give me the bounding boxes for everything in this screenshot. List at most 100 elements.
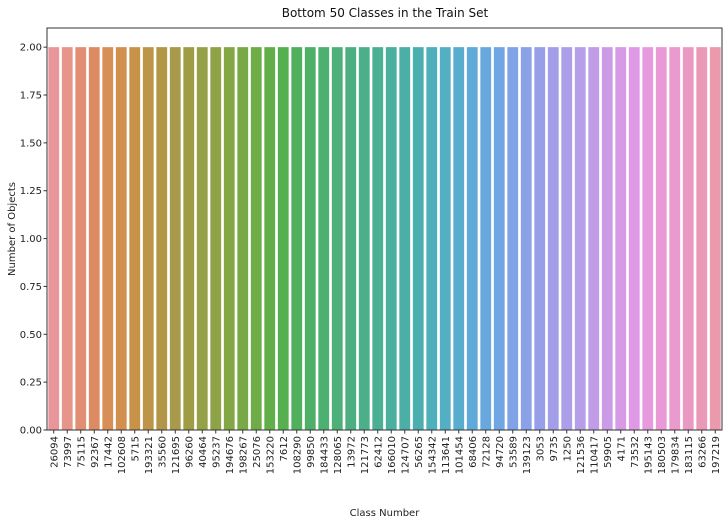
- x-tick-label: 113641: [441, 436, 452, 474]
- x-tick-label: 121695: [171, 436, 182, 474]
- x-tick-label: 40464: [198, 436, 209, 468]
- bar-108290: [291, 47, 303, 430]
- bar-62412: [372, 47, 384, 430]
- plot-frame: [46, 27, 723, 431]
- bar-121536: [574, 47, 586, 430]
- bar-110417: [588, 47, 600, 430]
- x-tick-label: 95237: [211, 436, 222, 468]
- y-tick-label: 0.50: [20, 330, 42, 341]
- bar-198267: [237, 47, 249, 430]
- x-tick-label: 62412: [373, 436, 384, 468]
- x-tick-label: 154342: [427, 436, 438, 474]
- y-tick-label: 0.00: [20, 426, 42, 437]
- bar-7612: [277, 47, 289, 430]
- bar-63266: [696, 47, 708, 430]
- bar-9735: [547, 47, 559, 430]
- x-tick-label: 139123: [522, 436, 533, 474]
- x-tick-label: 153220: [265, 436, 276, 474]
- bar-195143: [642, 47, 654, 430]
- bar-197219: [709, 47, 721, 430]
- chart-title: Bottom 50 Classes in the Train Set: [282, 6, 489, 20]
- x-tick-label: 183115: [684, 436, 695, 474]
- x-tick-label: 193321: [144, 436, 155, 474]
- x-tick-label: 75115: [76, 436, 87, 468]
- x-tick-label: 166010: [387, 436, 398, 474]
- x-tick-label: 121536: [576, 436, 587, 474]
- x-tick-label: 121773: [360, 436, 371, 474]
- y-tick-label: 1.50: [20, 138, 42, 149]
- x-tick-label: 9735: [549, 436, 560, 461]
- bar-1250: [561, 47, 573, 430]
- bar-193321: [142, 47, 154, 430]
- bar-179834: [669, 47, 681, 430]
- bar-183115: [682, 47, 694, 430]
- bar-102608: [115, 47, 127, 430]
- x-tick-label: 184433: [319, 436, 330, 474]
- x-tick-label: 4171: [616, 436, 627, 461]
- y-tick-label: 1.00: [20, 234, 42, 245]
- bar-35560: [156, 47, 168, 430]
- x-tick-label: 7612: [279, 436, 290, 461]
- x-tick-label: 3053: [535, 436, 546, 461]
- bar-72128: [480, 47, 492, 430]
- bar-101454: [453, 47, 465, 430]
- x-tick-label: 13972: [346, 436, 357, 468]
- y-axis-title: Number of Objects: [7, 182, 18, 276]
- bar-194676: [223, 47, 235, 430]
- y-tick-label: 0.75: [20, 282, 42, 293]
- x-tick-label: 96260: [184, 436, 195, 468]
- bar-92367: [88, 47, 100, 430]
- x-tick-label: 1250: [562, 436, 573, 461]
- bar-99850: [304, 47, 316, 430]
- y-tick-label: 1.25: [20, 186, 42, 197]
- x-tick-label: 198267: [238, 436, 249, 474]
- bar-113641: [439, 47, 451, 430]
- x-axis-title: Class Number: [350, 508, 421, 519]
- bar-166010: [385, 47, 397, 430]
- x-tick-label: 99850: [306, 436, 317, 468]
- bar-96260: [183, 47, 195, 430]
- x-tick-label: 56265: [414, 436, 425, 468]
- x-tick-label: 59905: [603, 436, 614, 468]
- x-tick-label: 108290: [292, 436, 303, 474]
- bar-40464: [196, 47, 208, 430]
- x-tick-label: 128065: [333, 436, 344, 474]
- bar-68406: [466, 47, 478, 430]
- bar-180503: [655, 47, 667, 430]
- bar-13972: [345, 47, 357, 430]
- bar-73997: [61, 47, 73, 430]
- bar-124707: [399, 47, 411, 430]
- bar-3053: [534, 47, 546, 430]
- x-tick-label: 180503: [657, 436, 668, 474]
- x-tick-label: 102608: [117, 436, 128, 474]
- bar-94720: [493, 47, 505, 430]
- x-axis-ticks: 26094 73997 75115 92367 17442 102608 5715 19332…: [49, 430, 722, 474]
- x-tick-label: 110417: [589, 436, 600, 474]
- bar-59905: [601, 47, 613, 430]
- bar-25076: [250, 47, 262, 430]
- x-tick-label: 101454: [454, 436, 465, 474]
- bar-153220: [264, 47, 276, 430]
- x-tick-label: 25076: [252, 436, 263, 468]
- x-tick-label: 73532: [630, 436, 641, 468]
- x-tick-label: 92367: [90, 436, 101, 468]
- x-tick-label: 63266: [697, 436, 708, 468]
- bar-4171: [615, 47, 627, 430]
- x-tick-label: 53589: [508, 436, 519, 468]
- bar-17442: [102, 47, 114, 430]
- x-tick-label: 35560: [157, 436, 168, 468]
- x-tick-label: 94720: [495, 436, 506, 468]
- y-tick-label: 0.25: [20, 378, 42, 389]
- bar-53589: [507, 47, 519, 430]
- bar-154342: [426, 47, 438, 430]
- x-tick-label: 73997: [63, 436, 74, 468]
- x-tick-label: 179834: [670, 436, 681, 474]
- bar-75115: [75, 47, 87, 430]
- bar-139123: [520, 47, 532, 430]
- bar-184433: [318, 47, 330, 430]
- y-axis-ticks: 0.00 0.25 0.50 0.75 1.00 1.25 1.50 1.75 2.00: [20, 43, 47, 437]
- y-tick-label: 2.00: [20, 43, 42, 54]
- x-tick-label: 5715: [130, 436, 141, 461]
- y-tick-label: 1.75: [20, 91, 42, 102]
